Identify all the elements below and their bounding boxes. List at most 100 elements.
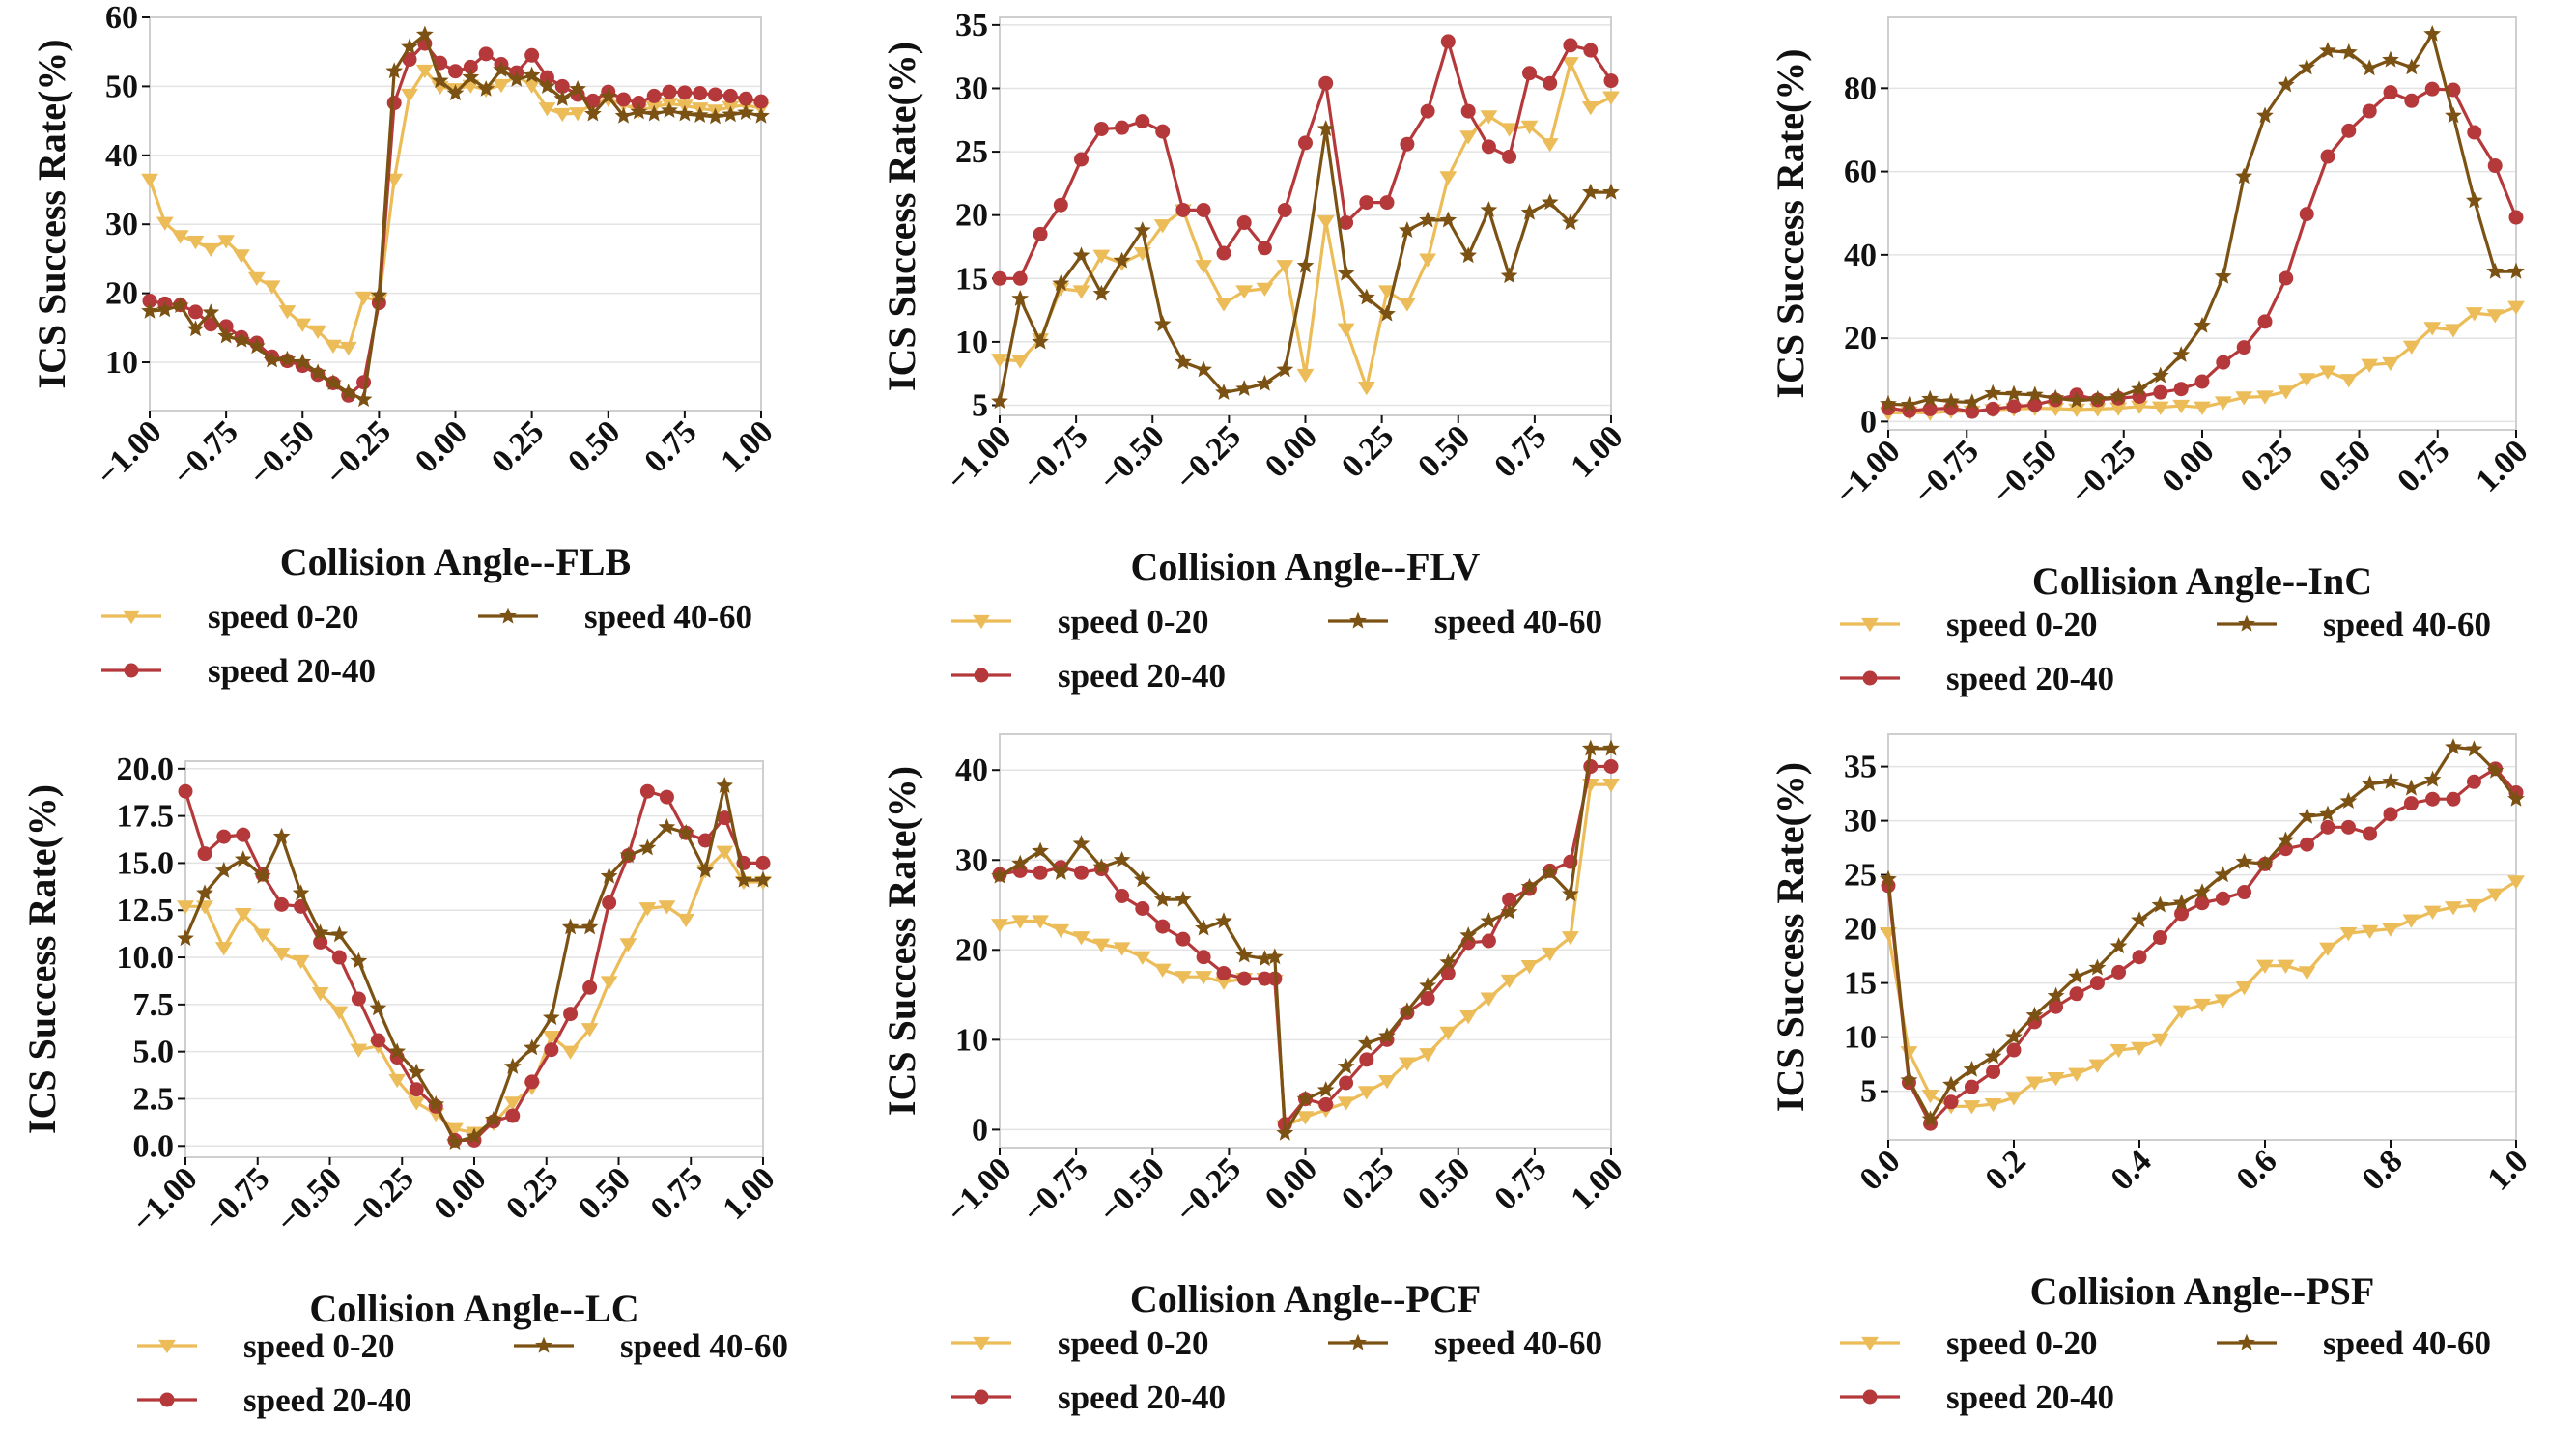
series-line [1887,32,2516,407]
legend-label: speed 20-40 [1946,1378,2114,1416]
data-point [1257,241,1272,256]
plot-frame [1887,16,2517,431]
x-tick-label: −0.50 [242,413,322,493]
data-point [2172,1005,2191,1019]
data-point [446,1133,464,1151]
data-point [2256,855,2274,872]
data-point [524,1074,540,1090]
data-point [1276,360,1294,378]
data-point [1175,890,1192,907]
data-point [311,923,329,941]
x-axis-title: Collision Angle--InC [2032,559,2372,603]
data-point [561,918,580,935]
data-point [1603,73,1619,89]
data-point [1984,1097,2002,1113]
data-point [1092,249,1111,264]
data-point [544,1042,559,1058]
data-point [386,96,402,111]
data-point [693,86,708,101]
data-point [1562,213,1579,231]
data-point [350,952,368,969]
data-point [1115,120,1130,135]
data-point [645,104,664,122]
y-tick-label: 10.0 [117,940,175,976]
data-point [505,1108,521,1123]
data-point [677,85,693,100]
data-point [1215,384,1232,401]
data-point [1357,1086,1375,1100]
legend-marker [2238,1333,2255,1350]
data-point [569,107,587,122]
data-point [1521,66,1537,81]
x-tick-label: 1.00 [2469,433,2534,498]
data-point [493,78,510,94]
x-axis-title: Collision Angle--PSF [2030,1269,2375,1313]
data-point [2236,340,2251,355]
data-point [2383,85,2398,100]
legend-entry: speed 20-40 [137,1381,411,1419]
data-point [1235,380,1254,397]
data-point [1440,34,1456,49]
data-point [197,846,212,862]
data-point [1195,260,1213,274]
legend-marker [1862,670,1878,686]
y-tick-label: 40 [105,138,138,174]
data-point [1318,75,1334,91]
legend-label: speed 40-60 [2323,1324,2491,1362]
data-point [2257,314,2273,329]
y-tick-label: 30 [1844,804,1877,839]
data-point [446,84,465,101]
legend-entry: speed 40-60 [1328,603,1602,640]
x-tick-label: 0.00 [2155,433,2221,498]
x-tick-label: 0.00 [1259,418,1324,484]
data-point [1339,1075,1354,1091]
data-point [503,1057,522,1074]
y-tick-label: 30 [955,71,988,106]
data-point [1052,863,1070,880]
data-point [272,948,291,962]
x-tick-label: 0.75 [1487,418,1553,484]
data-point [1378,1075,1396,1090]
data-point [1460,103,1476,119]
x-axis-title: Collision Angle--PCF [1130,1277,1481,1321]
legend-label: speed 0-20 [243,1327,395,1365]
data-point [2214,396,2232,411]
data-point [706,107,724,125]
x-tick-label: −1.00 [126,1160,205,1239]
data-point [2423,905,2442,920]
legend-marker [1349,1333,1367,1350]
data-point [619,846,637,864]
data-point [2320,149,2335,164]
data-point [1420,991,1435,1007]
data-point [584,104,602,122]
y-axis-title: ICS Success Rate(%) [20,784,64,1134]
data-point [563,1007,579,1022]
data-point [991,867,1008,884]
data-point [2069,986,2084,1002]
data-point [1439,952,1458,970]
data-point [401,38,418,55]
x-tick-label: 0.50 [572,1160,637,1226]
data-point [2319,805,2336,822]
x-tick-label: −0.25 [319,413,398,493]
x-tick-label: −0.75 [1016,1151,1095,1230]
y-tick-label: 10 [105,345,138,381]
data-point [580,918,599,935]
data-point [1215,298,1232,312]
data-point [2256,390,2274,405]
data-point [1900,1071,1918,1089]
data-point [600,976,618,990]
data-point [186,320,205,337]
series-speed-0-20 [177,845,772,1141]
chart-panel-6: 5 10 15 20 25 30 35 0.0 0.2 0.4 0.6 0.8 1.0 Collision… [1769,733,2535,1416]
data-point [2486,888,2505,902]
data-point [141,173,158,187]
data-point [1379,195,1395,211]
data-point [385,62,404,79]
data-point [330,925,349,943]
data-point [662,84,677,99]
data-point [1963,1100,1981,1115]
data-point [2194,316,2211,333]
x-tick-label: 0.00 [1259,1151,1324,1216]
data-point [1012,270,1028,286]
